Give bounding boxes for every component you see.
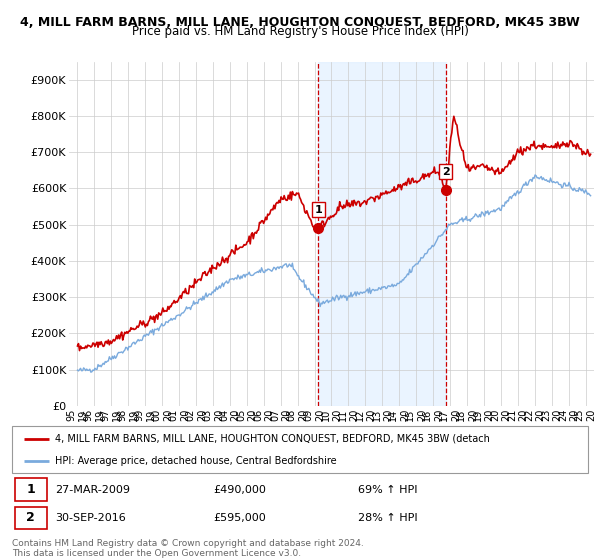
Text: 1: 1 [314,204,322,214]
Text: 1: 1 [26,483,35,496]
Text: 27-MAR-2009: 27-MAR-2009 [55,484,130,494]
Text: £490,000: £490,000 [214,484,266,494]
Text: 28% ↑ HPI: 28% ↑ HPI [358,513,417,522]
Bar [319,62,446,406]
Text: Price paid vs. HM Land Registry's House Price Index (HPI): Price paid vs. HM Land Registry's House … [131,25,469,38]
Bar [15,478,47,501]
Bar [15,507,47,529]
Text: 2: 2 [442,166,449,176]
Text: 69% ↑ HPI: 69% ↑ HPI [358,484,417,494]
Text: 2: 2 [26,511,35,524]
Text: HPI: Average price, detached house, Central Bedfordshire: HPI: Average price, detached house, Cent… [55,456,337,466]
Text: Contains HM Land Registry data © Crown copyright and database right 2024.
This d: Contains HM Land Registry data © Crown c… [12,539,364,558]
Text: 30-SEP-2016: 30-SEP-2016 [55,513,126,522]
Text: 4, MILL FARM BARNS, MILL LANE, HOUGHTON CONQUEST, BEDFORD, MK45 3BW: 4, MILL FARM BARNS, MILL LANE, HOUGHTON … [20,16,580,29]
Text: 4, MILL FARM BARNS, MILL LANE, HOUGHTON CONQUEST, BEDFORD, MK45 3BW (detach: 4, MILL FARM BARNS, MILL LANE, HOUGHTON … [55,434,490,444]
Text: £595,000: £595,000 [214,513,266,522]
